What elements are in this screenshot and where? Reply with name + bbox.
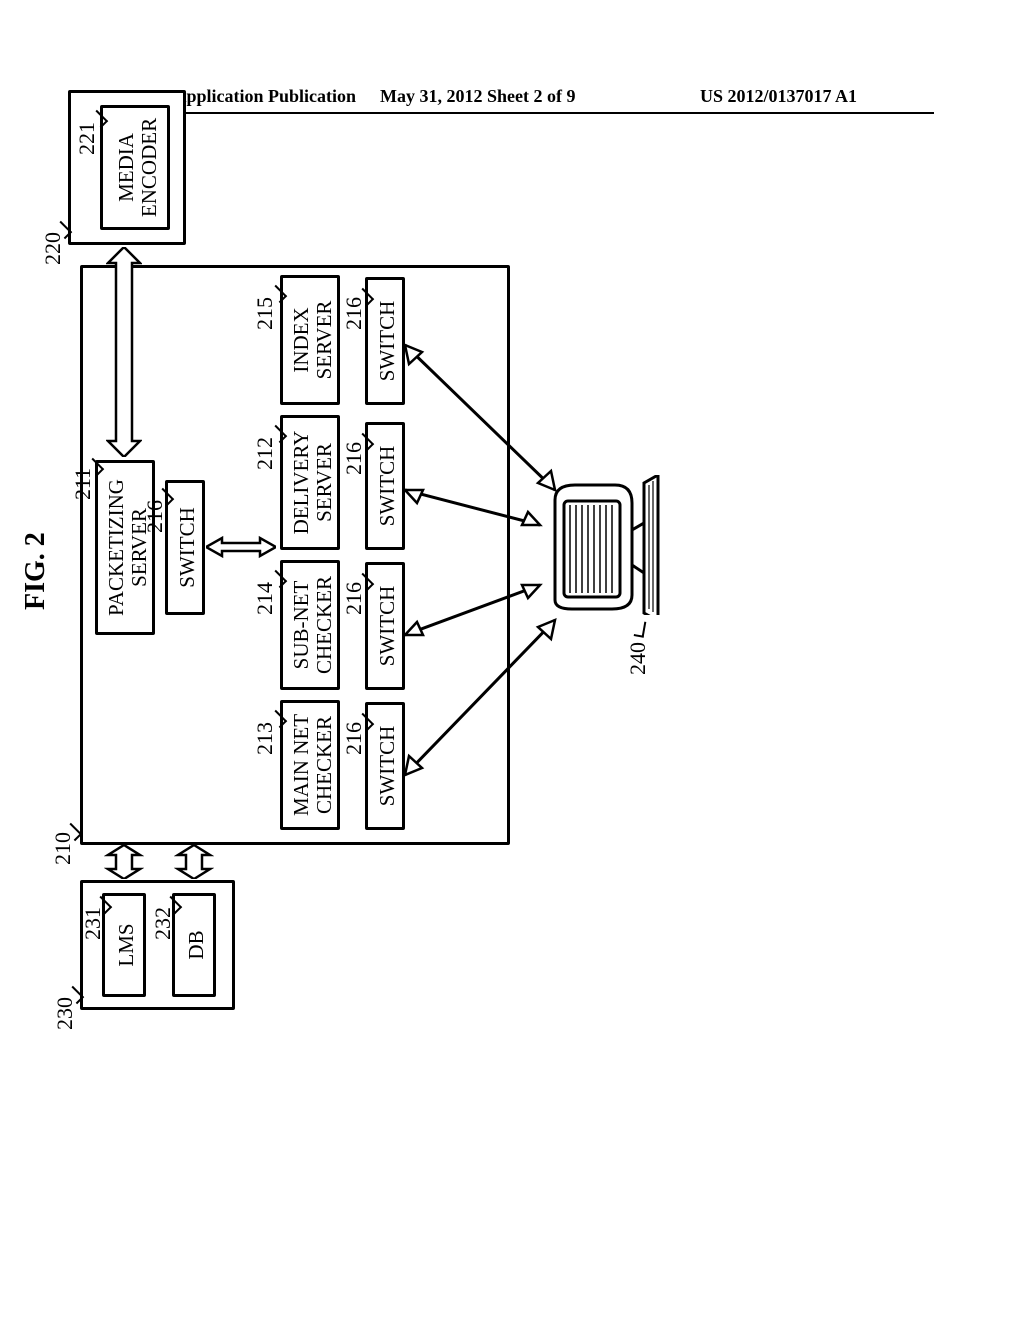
- box-sub-net-checker: SUB-NETCHECKER: [280, 560, 340, 690]
- ref-221: 221: [74, 122, 100, 155]
- ref-216a: 216: [142, 500, 168, 533]
- figure-stage: FIG. 2 210 PACKETIZINGSERVER 211 SWITCH …: [80, 175, 800, 935]
- client-computer-icon: [550, 475, 660, 615]
- header-rule: [90, 112, 934, 114]
- header-right: US 2012/0137017 A1: [700, 86, 857, 107]
- label-delivery: DELIVERYSERVER: [290, 418, 336, 547]
- label-switch-a: SWITCH: [176, 483, 199, 612]
- label-switch-e: SWITCH: [376, 280, 399, 402]
- arrow-210-220: [106, 247, 142, 457]
- label-media-encoder: MEDIAENCODER: [115, 108, 161, 227]
- header-mid: May 31, 2012 Sheet 2 of 9: [380, 86, 575, 107]
- ref-240: 240: [625, 642, 651, 675]
- label-index: INDEXSERVER: [290, 278, 336, 402]
- ref-213: 213: [252, 722, 278, 755]
- box-index-server: INDEXSERVER: [280, 275, 340, 405]
- box-delivery-server: DELIVERYSERVER: [280, 415, 340, 550]
- tick-240: [634, 620, 647, 637]
- label-lms: LMS: [115, 896, 138, 994]
- ref-215: 215: [252, 297, 278, 330]
- ref-214: 214: [252, 582, 278, 615]
- box-media-encoder: MEDIAENCODER: [100, 105, 170, 230]
- label-db: DB: [185, 896, 208, 994]
- figure-label: FIG. 2: [20, 532, 52, 610]
- arrow-230-210-b: [174, 845, 214, 879]
- label-switch-c: SWITCH: [376, 565, 399, 687]
- label-packetizing: PACKETIZINGSERVER: [105, 463, 151, 632]
- box-main-net-checker: MAIN NETCHECKER: [280, 700, 340, 830]
- label-sub-net: SUB-NETCHECKER: [290, 563, 336, 687]
- ref-212: 212: [252, 437, 278, 470]
- label-main-net: MAIN NETCHECKER: [290, 703, 336, 827]
- label-switch-d: SWITCH: [376, 425, 399, 547]
- arrow-230-210-a: [104, 845, 144, 879]
- arrow-pkt-to-delivery: [206, 534, 276, 560]
- label-switch-b: SWITCH: [376, 705, 399, 827]
- box-packetizing-server: PACKETIZINGSERVER: [95, 460, 155, 635]
- ref-211: 211: [70, 468, 96, 500]
